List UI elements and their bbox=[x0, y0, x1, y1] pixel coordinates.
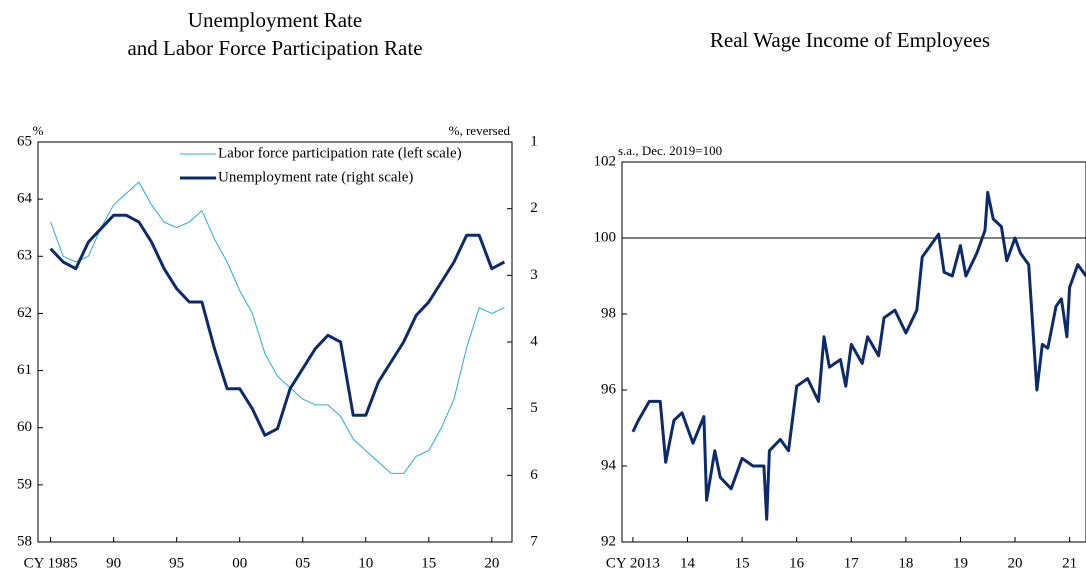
y-axis-label: % bbox=[33, 123, 44, 138]
y-tick-label: 59 bbox=[17, 476, 32, 492]
y-tick-label: 102 bbox=[594, 153, 617, 169]
chart-title: Unemployment Rate bbox=[188, 8, 362, 32]
y2-tick-label: 5 bbox=[530, 400, 538, 416]
y-tick-label: 65 bbox=[17, 133, 32, 149]
x-tick-label: 15 bbox=[735, 555, 750, 571]
plot-frame bbox=[621, 161, 1086, 543]
y2-tick-label: 1 bbox=[530, 133, 538, 149]
x-tick-label: 18 bbox=[898, 555, 913, 571]
y2-axis-label: %, reversed bbox=[449, 123, 511, 138]
y-tick-label: 58 bbox=[17, 533, 32, 549]
x-tick-label: 21 bbox=[1062, 555, 1077, 571]
series-line bbox=[50, 181, 505, 474]
x-tick-label: 16 bbox=[789, 555, 805, 571]
x-tick-label: CY 1985 bbox=[24, 555, 78, 571]
x-tick-label: 10 bbox=[358, 555, 373, 571]
y-tick-label: 60 bbox=[17, 419, 32, 435]
y2-tick-label: 7 bbox=[530, 533, 538, 549]
series-line bbox=[49, 213, 506, 437]
chart-title: and Labor Force Participation Rate bbox=[127, 36, 422, 60]
y2-tick-label: 3 bbox=[530, 267, 538, 283]
legend-label: Unemployment rate (right scale) bbox=[218, 169, 413, 185]
x-tick-label: 19 bbox=[953, 555, 968, 571]
y-axis-label: s.a., Dec. 2019=100 bbox=[618, 143, 722, 158]
x-tick-label: 00 bbox=[232, 555, 247, 571]
chart-title: Real Wage Income of Employees bbox=[710, 28, 990, 52]
plot-frame bbox=[37, 141, 513, 543]
x-tick-label: 20 bbox=[484, 555, 499, 571]
y-tick-label: 94 bbox=[601, 457, 617, 473]
x-tick-label: 20 bbox=[1008, 555, 1023, 571]
x-tick-label: 05 bbox=[295, 555, 310, 571]
x-tick-label: 95 bbox=[169, 555, 184, 571]
y-tick-label: 100 bbox=[594, 229, 617, 245]
y-tick-label: 96 bbox=[601, 381, 617, 397]
y2-tick-label: 6 bbox=[530, 467, 538, 483]
y2-tick-label: 4 bbox=[530, 333, 538, 349]
series-line bbox=[631, 190, 1086, 521]
x-tick-label: 17 bbox=[844, 555, 860, 571]
y-tick-label: 61 bbox=[17, 362, 32, 378]
y-tick-label: 63 bbox=[17, 248, 32, 264]
y-tick-label: 92 bbox=[601, 533, 616, 549]
x-tick-label: 14 bbox=[680, 555, 696, 571]
y-tick-label: 64 bbox=[17, 191, 33, 207]
legend-label: Labor force participation rate (left sca… bbox=[218, 145, 462, 161]
y-tick-label: 62 bbox=[17, 305, 32, 321]
x-tick-label: 90 bbox=[106, 555, 121, 571]
y-tick-label: 98 bbox=[601, 305, 616, 321]
x-tick-label: CY 2013 bbox=[606, 555, 660, 571]
x-tick-label: 15 bbox=[421, 555, 436, 571]
y2-tick-label: 2 bbox=[530, 200, 538, 216]
